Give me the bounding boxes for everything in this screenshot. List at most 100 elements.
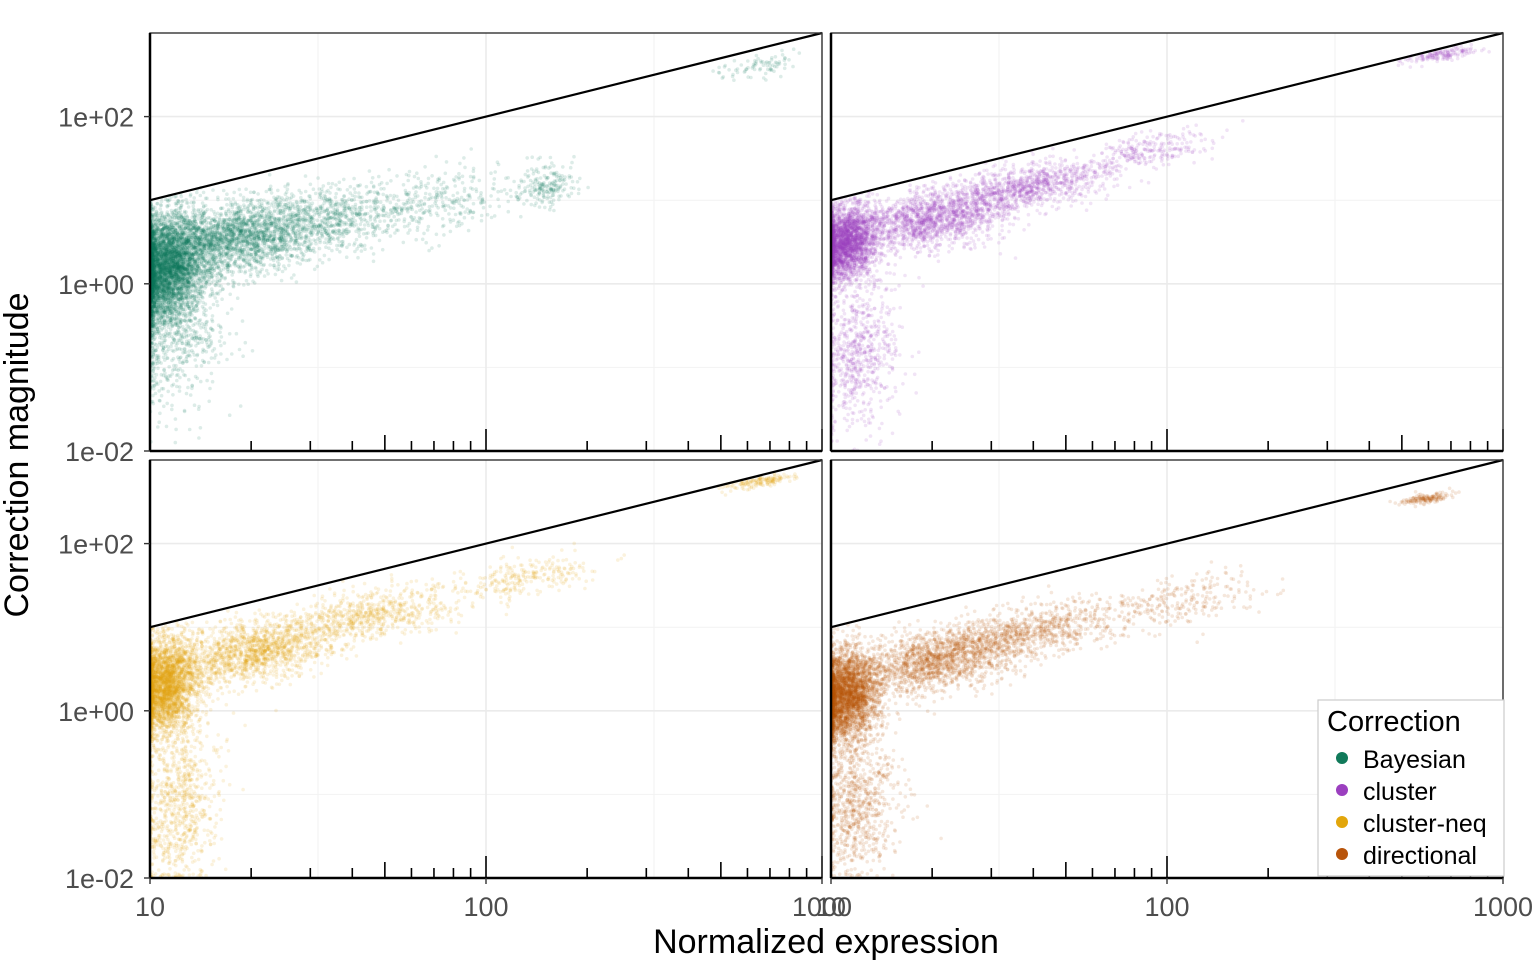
data-point xyxy=(164,243,168,247)
data-point xyxy=(174,316,179,320)
data-point xyxy=(175,274,179,278)
data-point xyxy=(158,267,163,272)
data-point xyxy=(186,205,191,209)
data-point xyxy=(183,291,188,296)
data-point xyxy=(166,288,171,293)
data-point xyxy=(172,230,176,234)
data-point xyxy=(170,292,174,296)
data-point xyxy=(168,279,172,284)
data-point xyxy=(344,255,349,259)
data-point xyxy=(179,265,184,269)
data-point xyxy=(177,264,181,269)
data-point xyxy=(161,289,165,293)
data-point xyxy=(194,258,199,263)
data-point xyxy=(292,273,296,277)
data-point xyxy=(188,222,193,227)
data-point xyxy=(201,284,206,288)
data-point xyxy=(165,276,169,281)
data-point xyxy=(190,258,194,262)
data-point xyxy=(180,200,184,204)
data-point xyxy=(160,229,165,233)
data-point xyxy=(150,264,155,268)
data-point xyxy=(191,204,196,208)
data-point xyxy=(165,212,169,216)
data-point xyxy=(159,271,163,275)
data-point xyxy=(183,272,188,277)
data-point xyxy=(150,384,155,388)
data-point xyxy=(179,232,184,237)
data-point xyxy=(211,188,215,192)
data-point xyxy=(311,187,316,191)
data-point xyxy=(188,229,193,233)
data-point xyxy=(183,260,188,265)
data-point xyxy=(151,262,155,267)
data-point xyxy=(157,259,161,264)
data-point xyxy=(162,247,166,251)
data-point xyxy=(152,265,157,270)
data-point xyxy=(187,271,191,276)
data-point xyxy=(152,291,156,296)
data-point xyxy=(167,292,171,297)
data-point xyxy=(168,237,172,242)
data-point xyxy=(153,255,158,259)
data-point xyxy=(215,275,220,280)
data-point xyxy=(204,280,208,285)
data-point xyxy=(164,266,168,270)
data-point xyxy=(150,283,155,288)
data-point xyxy=(181,276,185,281)
data-point xyxy=(155,305,159,310)
data-point xyxy=(170,225,174,229)
data-point xyxy=(150,334,155,338)
data-point xyxy=(177,311,182,316)
data-point xyxy=(166,276,170,280)
data-point xyxy=(196,273,201,277)
data-point xyxy=(184,210,188,214)
data-point xyxy=(153,296,158,301)
data-point xyxy=(156,278,160,283)
data-point xyxy=(184,237,189,242)
data-point xyxy=(154,300,159,305)
data-point xyxy=(190,253,195,257)
data-point xyxy=(168,281,172,286)
data-point xyxy=(178,275,183,280)
data-point xyxy=(198,230,202,235)
data-point xyxy=(188,283,193,288)
data-point xyxy=(165,284,170,289)
data-point xyxy=(171,270,176,274)
data-point xyxy=(178,296,183,300)
data-point xyxy=(165,283,170,288)
data-point xyxy=(184,275,188,280)
data-point xyxy=(171,246,176,250)
data-point xyxy=(151,283,156,288)
data-point xyxy=(201,300,205,305)
data-point xyxy=(159,272,163,276)
data-point xyxy=(161,266,166,271)
data-point xyxy=(168,296,173,301)
data-point xyxy=(159,199,164,204)
data-point xyxy=(158,207,163,211)
data-point xyxy=(154,283,159,287)
data-point xyxy=(163,271,168,276)
data-point xyxy=(150,275,155,280)
data-point xyxy=(174,203,178,207)
data-point xyxy=(151,280,155,285)
data-point xyxy=(177,260,181,265)
data-point xyxy=(191,244,195,248)
data-point xyxy=(181,199,185,203)
data-point xyxy=(179,252,184,257)
data-point xyxy=(157,279,162,283)
data-point xyxy=(215,299,219,304)
data-point xyxy=(198,256,202,260)
data-point xyxy=(183,226,188,230)
data-point xyxy=(150,309,155,314)
data-point xyxy=(151,248,156,252)
data-point xyxy=(175,223,180,227)
data-point xyxy=(186,292,190,297)
data-point xyxy=(190,261,194,265)
data-point xyxy=(160,267,164,271)
data-point xyxy=(159,203,163,208)
data-point xyxy=(167,284,172,289)
data-point xyxy=(165,251,170,256)
data-point xyxy=(176,278,181,282)
